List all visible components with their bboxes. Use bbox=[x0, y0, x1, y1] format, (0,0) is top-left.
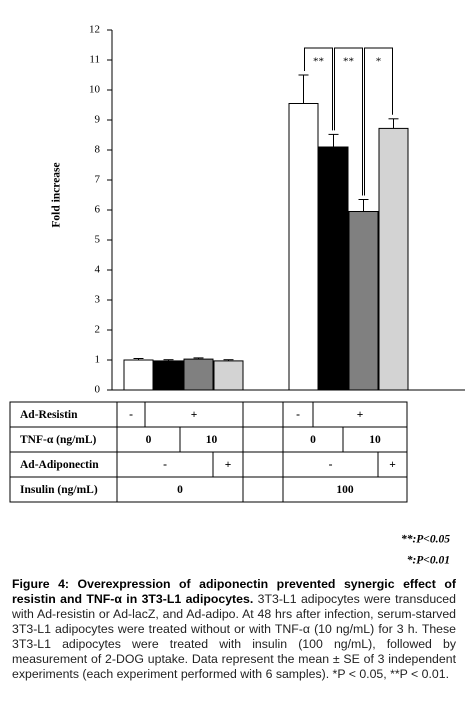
table-value: 10 bbox=[369, 434, 381, 446]
table-value: 10 bbox=[206, 434, 218, 446]
significance-label: * bbox=[376, 56, 382, 68]
y-tick-label: 12 bbox=[89, 24, 100, 36]
table-value: - bbox=[296, 409, 300, 421]
y-tick-label: 4 bbox=[95, 264, 101, 276]
bar bbox=[318, 146, 349, 391]
row-label: Ad-Adiponectin bbox=[20, 459, 99, 471]
table-value: - bbox=[163, 459, 167, 471]
bar bbox=[213, 360, 244, 391]
significance-note: *:P<0.01 bbox=[407, 555, 450, 567]
caption: Figure 4: Overexpression of adiponectin … bbox=[12, 577, 456, 682]
chart: Fold increase **:P<0.05 *:P<0.01 0123456… bbox=[9, 24, 465, 567]
table-gap bbox=[242, 426, 284, 453]
y-tick-label: 3 bbox=[95, 294, 101, 306]
table-cell bbox=[282, 476, 408, 503]
significance-bracket bbox=[304, 47, 333, 131]
table-value: 0 bbox=[177, 484, 183, 496]
bar bbox=[183, 358, 214, 391]
table-value: + bbox=[389, 459, 396, 471]
table-value: + bbox=[191, 409, 198, 421]
row-label: Ad-Resistin bbox=[20, 409, 78, 421]
caption-title: Figure 4: Overexpression of adiponectin … bbox=[12, 577, 456, 606]
y-tick-label: 10 bbox=[89, 84, 101, 96]
table-value: 100 bbox=[336, 484, 354, 496]
table-value: - bbox=[329, 459, 333, 471]
table-value: 0 bbox=[146, 434, 152, 446]
y-tick-label: 7 bbox=[95, 174, 101, 186]
table-cell bbox=[116, 476, 244, 503]
significance-note: **:P<0.05 bbox=[401, 534, 450, 546]
table-value: 0 bbox=[310, 434, 316, 446]
row-label: Insulin (ng/mL) bbox=[20, 484, 98, 496]
y-tick-label: 1 bbox=[95, 354, 101, 366]
significance-bracket bbox=[364, 47, 393, 196]
significance-label: ** bbox=[343, 56, 354, 68]
bar bbox=[123, 359, 154, 391]
table-gap bbox=[242, 451, 284, 478]
significance-bracket bbox=[334, 47, 363, 196]
y-tick-label: 8 bbox=[95, 144, 101, 156]
table-value: + bbox=[225, 459, 232, 471]
bar bbox=[288, 103, 319, 391]
table-value: + bbox=[357, 409, 364, 421]
table-gap bbox=[242, 401, 284, 428]
y-tick-label: 0 bbox=[95, 384, 101, 396]
bar bbox=[378, 127, 409, 391]
y-tick-label: 6 bbox=[95, 204, 101, 216]
bar bbox=[153, 360, 184, 391]
significance-label: ** bbox=[313, 56, 324, 68]
row-label: TNF-α (ng/mL) bbox=[20, 434, 97, 446]
y-tick-label: 9 bbox=[95, 114, 101, 126]
y-tick-label: 5 bbox=[95, 234, 101, 246]
y-tick-label: 11 bbox=[89, 54, 100, 66]
y-tick-label: 2 bbox=[95, 324, 101, 336]
table-value: - bbox=[129, 409, 133, 421]
y-axis-label: Fold increase bbox=[51, 162, 63, 227]
bar bbox=[348, 211, 379, 391]
caption-body: 3T3-L1 adipocytes were transduced with A… bbox=[12, 592, 456, 681]
table-gap bbox=[242, 476, 284, 503]
